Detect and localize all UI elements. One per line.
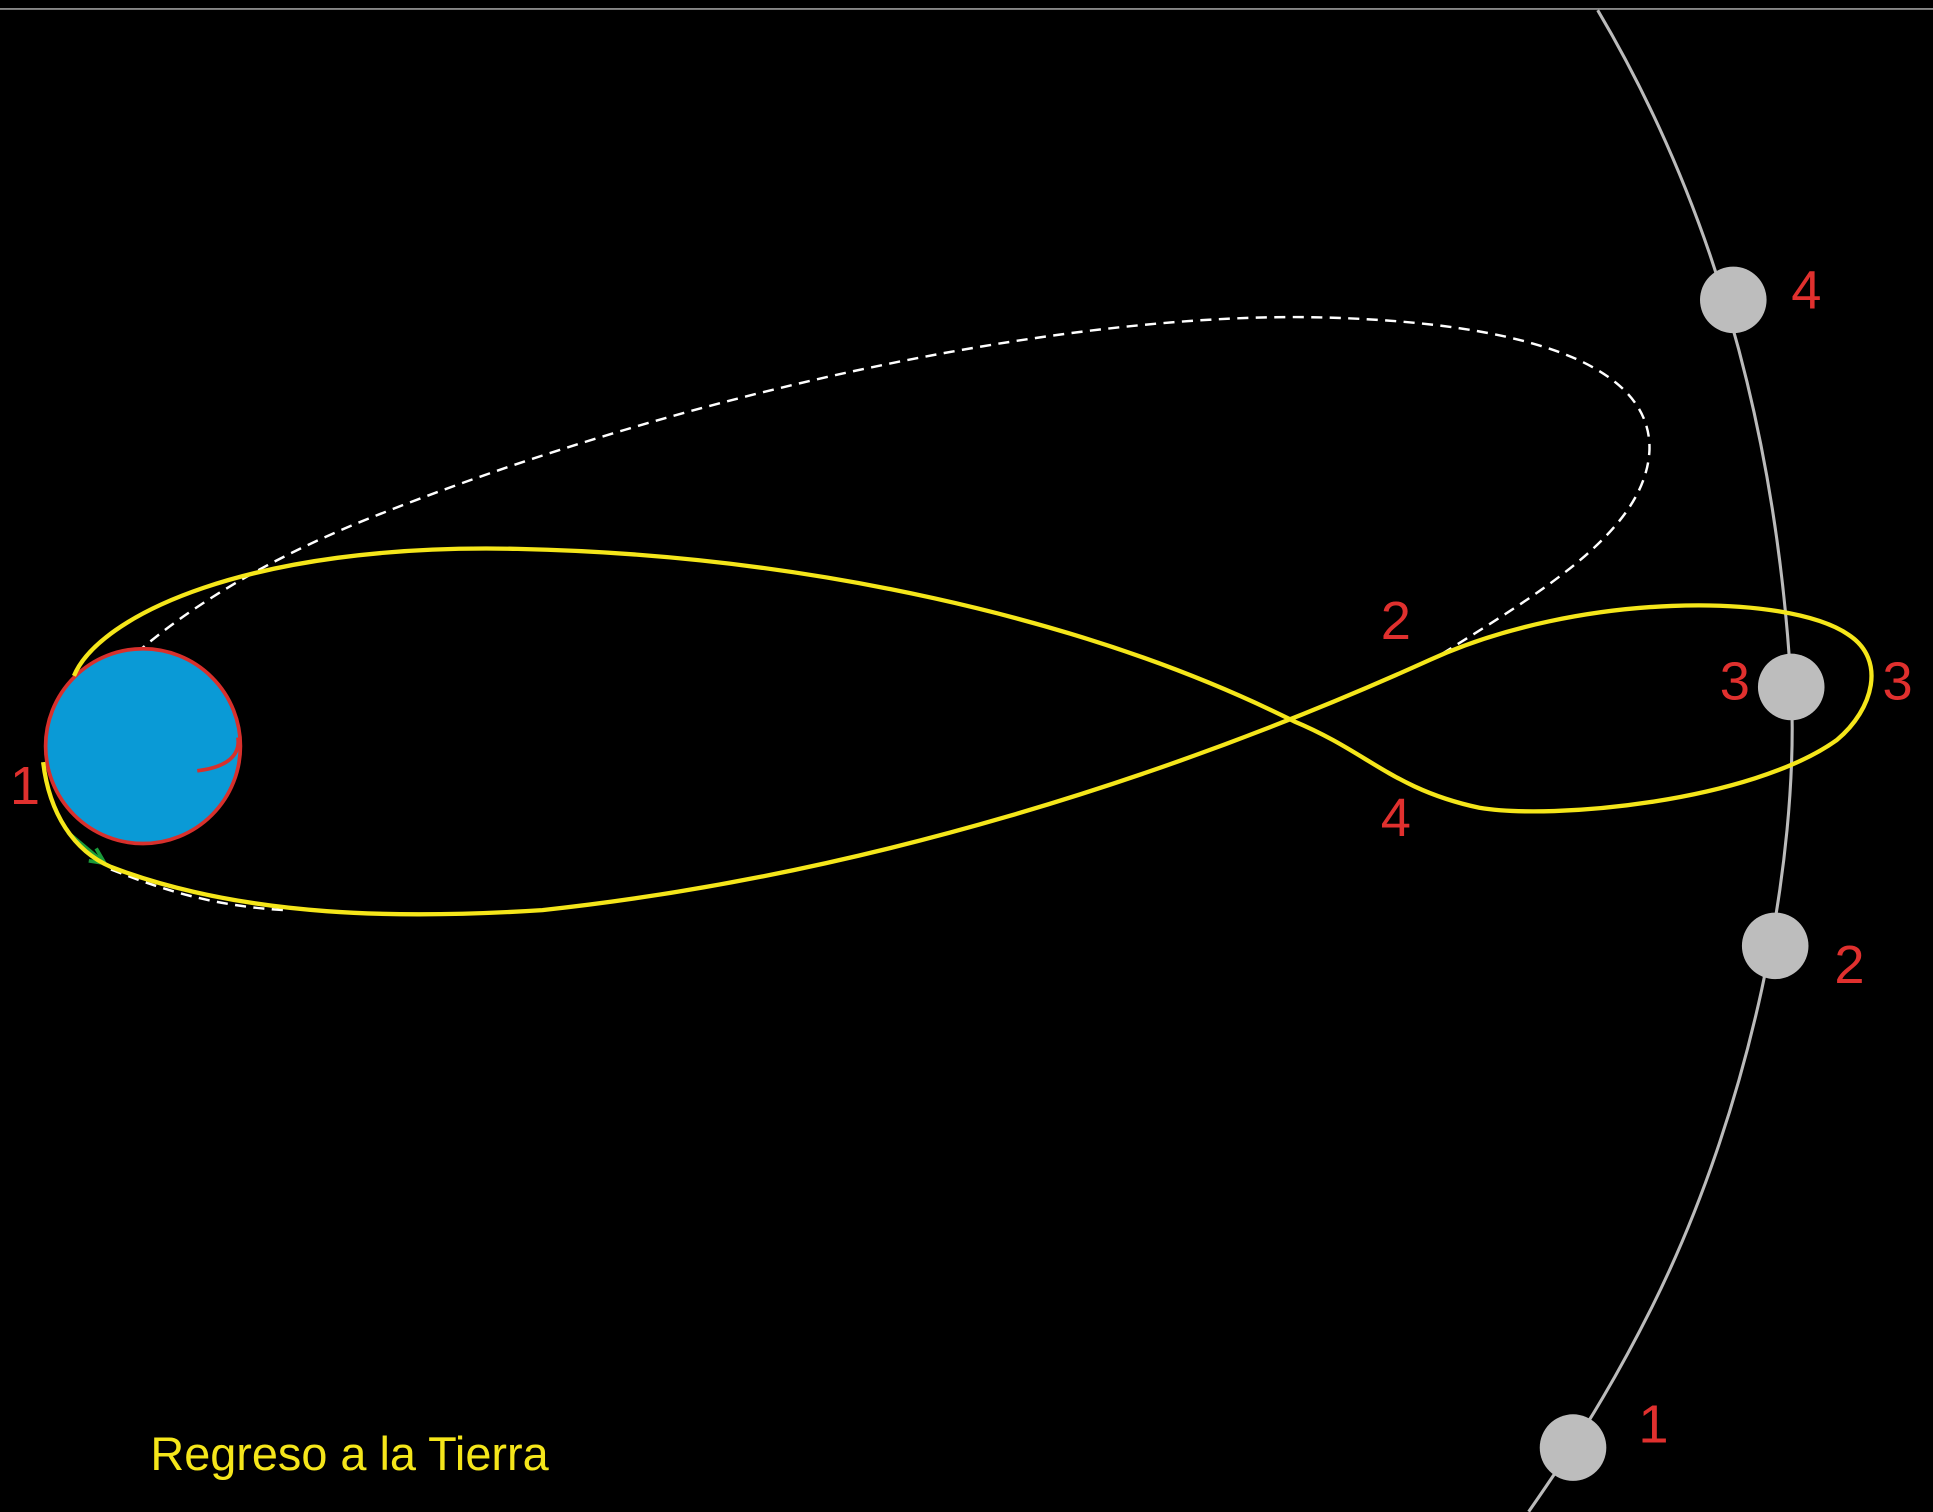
earth [46,649,241,844]
background [0,0,1933,1511]
caption: Regreso a la Tierra [150,1428,549,1480]
moon-label: 3 [1720,651,1750,711]
diagram: 1 2 3 4 1 2 3 4 Regreso a la Tierra [0,0,1933,1512]
page: 1 2 3 4 1 2 3 4 Regreso a la Tierra (() … [0,0,1933,1512]
moon [1742,913,1809,980]
trajectory-label: 4 [1381,788,1411,848]
moon-label: 1 [1638,1395,1668,1455]
moon [1540,1414,1607,1481]
trajectory-label: 1 [10,756,40,816]
trajectory-label: 2 [1381,591,1411,651]
moon [1758,654,1825,721]
moon-label: 2 [1834,935,1864,995]
moon [1700,267,1767,334]
trajectory-label: 3 [1882,651,1912,711]
moon-label: 4 [1791,261,1821,321]
